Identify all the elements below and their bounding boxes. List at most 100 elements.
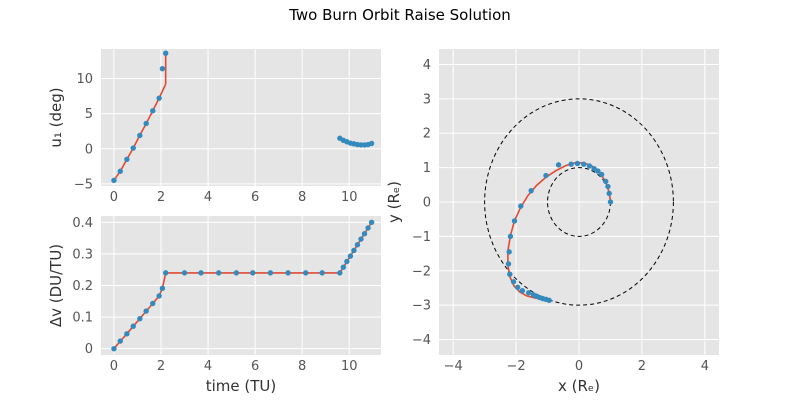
deltav-data-point — [351, 247, 357, 254]
deltav-xtick-label: 0 — [110, 359, 118, 374]
deltav-data-point — [215, 270, 222, 276]
trajectory-data-point — [555, 162, 562, 168]
deltav-ytick-label: 0.1 — [72, 311, 93, 326]
control-ytick-label: 10 — [76, 72, 93, 87]
deltav-data-point — [233, 270, 239, 276]
control-data-point — [137, 132, 143, 139]
deltav-ylabel: Δv (DU/TU) — [47, 244, 65, 327]
control-data-layer — [111, 50, 375, 184]
trajectory-xtick-label: −2 — [506, 359, 525, 374]
trajectory-ytick-label: −4 — [412, 333, 431, 348]
trajectory-plot: −4 −2 0 2 4 −4 −3 −2 −1 0 1 2 3 4 x (Rₑ) y (Rₑ) — [385, 49, 719, 395]
trajectory-data-point — [574, 160, 581, 167]
trajectory-ylabel: y (Rₑ) — [385, 181, 403, 223]
trajectory-data-point — [581, 161, 587, 167]
deltav-data-point — [285, 270, 291, 276]
trajectory-data-point — [591, 165, 597, 172]
deltav-data-point — [156, 293, 162, 299]
control-xtick-label: 0 — [110, 190, 118, 205]
deltav-xtick-label: 4 — [204, 359, 212, 374]
trajectory-data-point — [518, 203, 524, 209]
deltav-data-point — [337, 270, 343, 276]
deltav-data-point — [198, 270, 204, 276]
trajectory-data-point — [605, 183, 611, 190]
control-xtick-label: 8 — [298, 190, 306, 205]
deltav-data-point — [303, 270, 309, 276]
trajectory-xtick-label: −4 — [444, 359, 463, 374]
control-ytick-label: −5 — [74, 177, 93, 192]
deltav-data-point — [340, 264, 347, 270]
trajectory-ytick-label: 1 — [423, 161, 431, 176]
trajectory-ytick-label: 2 — [423, 127, 431, 142]
deltav-data-point — [319, 270, 325, 276]
trajectory-data-point — [507, 233, 514, 240]
control-data-point — [368, 140, 375, 147]
orbit-circle — [484, 98, 674, 306]
deltav-ytick-label: 0 — [85, 342, 93, 357]
control-plot-area — [101, 49, 381, 186]
trajectory-ytick-label: 3 — [423, 92, 431, 107]
control-data-point — [163, 50, 169, 56]
trajectory-data-point — [510, 279, 517, 285]
deltav-data-point — [365, 225, 371, 231]
deltav-data-point — [124, 331, 130, 337]
control-xtick-label: 4 — [204, 190, 212, 205]
deltav-data-point — [347, 253, 354, 259]
control-xtick-label: 10 — [341, 190, 358, 205]
deltav-data-point — [130, 323, 136, 329]
deltav-data-point — [181, 270, 188, 276]
trajectory-xtick-label: 0 — [575, 359, 583, 374]
deltav-data-point — [117, 338, 123, 344]
deltav-xtick-label: 6 — [251, 359, 259, 374]
control-data-point — [159, 65, 166, 72]
deltav-plot: 0 2 4 6 8 10 0 0.1 0.2 0.3 0.4 time (TU) Δv (DU/TU) — [47, 216, 381, 395]
control-data-point — [124, 156, 130, 163]
trajectory-data-point — [507, 271, 513, 277]
trajectory-data-point — [506, 249, 512, 255]
deltav-data-point — [250, 270, 256, 276]
trajectory-data-point — [543, 172, 549, 179]
deltav-data-point — [344, 258, 350, 265]
control-data-point — [150, 108, 156, 114]
control-data-point — [111, 177, 117, 184]
trajectory-data-point — [525, 290, 532, 296]
trajectory-xtick-label: 2 — [638, 359, 646, 374]
trajectory-data-layer — [484, 98, 674, 306]
control-data-point — [117, 168, 123, 174]
control-xtick-label: 2 — [157, 190, 165, 205]
trajectory-data-point — [511, 218, 518, 224]
trajectory-data-point — [606, 190, 612, 197]
control-ytick-label: 0 — [85, 142, 93, 157]
trajectory-ytick-label: −1 — [412, 230, 431, 245]
deltav-xtick-label: 8 — [298, 359, 306, 374]
trajectory-ytick-label: 0 — [423, 196, 431, 211]
deltav-data-point — [354, 242, 361, 248]
trajectory-data-point — [528, 187, 534, 194]
deltav-xlabel: time (TU) — [206, 377, 277, 395]
deltav-data-point — [368, 219, 375, 226]
deltav-xtick-label: 2 — [157, 359, 165, 374]
deltav-data-point — [267, 270, 274, 276]
trajectory-ytick-label: −2 — [412, 264, 431, 279]
control-xtick-label: 6 — [251, 190, 259, 205]
control-plot: 0 2 4 6 8 10 −5 0 5 10 u₁ (deg) — [47, 49, 381, 205]
deltav-data-layer — [111, 219, 375, 352]
trajectory-data-point — [514, 284, 521, 290]
control-data-point — [156, 95, 162, 101]
trajectory-data-point — [568, 161, 574, 167]
control-data-point — [143, 120, 149, 127]
deltav-data-point — [150, 300, 156, 307]
trajectory-xtick-label: 4 — [701, 359, 709, 374]
deltav-data-point — [143, 308, 149, 314]
deltav-xtick-label: 10 — [341, 359, 358, 374]
trajectory-data-point — [546, 297, 552, 304]
figure-title: Two Burn Orbit Raise Solution — [288, 6, 511, 24]
deltav-ytick-label: 0.2 — [72, 279, 93, 294]
trajectory-data-point — [519, 288, 526, 294]
trajectory-ytick-label: −3 — [412, 299, 431, 314]
control-ytick-label: 5 — [85, 107, 93, 122]
deltav-data-point — [163, 270, 169, 276]
control-data-point — [130, 145, 136, 151]
deltav-data-point — [361, 230, 368, 237]
